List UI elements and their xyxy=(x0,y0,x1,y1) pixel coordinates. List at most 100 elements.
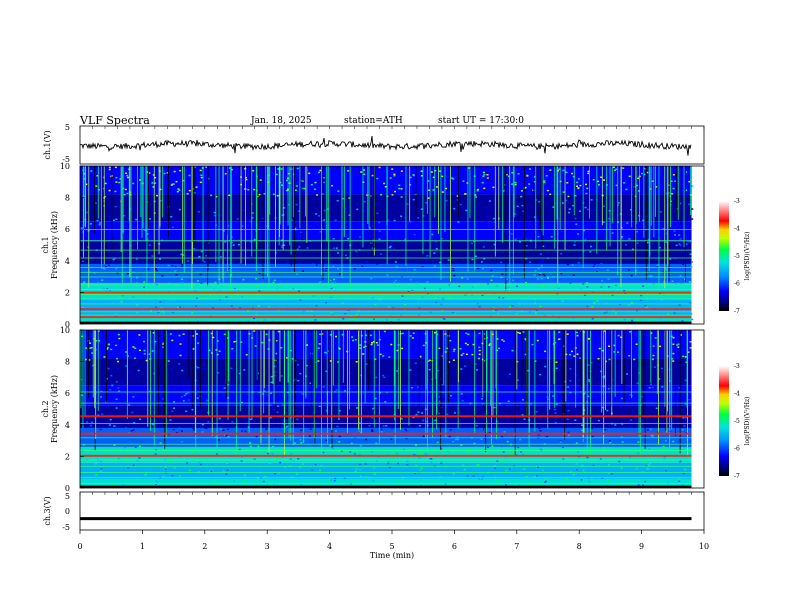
spectrogram-speckle xyxy=(147,227,149,229)
spectrogram-speckle xyxy=(375,430,378,432)
spectrogram-line xyxy=(80,454,692,457)
spectrogram-speckle xyxy=(590,390,593,393)
spectrogram-speckle xyxy=(558,168,561,170)
spectrogram-speckle xyxy=(663,280,666,283)
spectrogram-speckle xyxy=(182,440,185,443)
spectrogram-speckle xyxy=(491,275,494,277)
spectrogram-speckle xyxy=(603,330,606,332)
spectrogram-speckle xyxy=(263,193,266,195)
spectrogram-sferic xyxy=(675,330,676,436)
spectrogram-speckle xyxy=(502,190,505,192)
spectrogram-sferic xyxy=(373,330,375,428)
spectrogram-speckle xyxy=(256,406,259,408)
spectrogram-speckle xyxy=(214,436,217,438)
spectrogram-line xyxy=(80,432,692,435)
spectrogram-speckle xyxy=(665,241,668,243)
spectrogram-speckle xyxy=(597,200,600,203)
spectrogram-speckle xyxy=(115,457,118,459)
spectrogram-speckle xyxy=(569,282,572,284)
spectrogram-speckle xyxy=(397,319,400,321)
spectrogram-speckle xyxy=(435,186,438,188)
spectrogram-speckle xyxy=(582,283,585,285)
spectrogram-speckle xyxy=(95,340,98,342)
spectrogram-speckle xyxy=(567,386,570,388)
spectrogram-speckle xyxy=(350,372,353,375)
spectrogram-speckle xyxy=(125,365,127,367)
spectrogram-speckle xyxy=(239,307,242,309)
spectrogram-speckle xyxy=(246,396,249,398)
spectrogram-speckle xyxy=(305,364,308,367)
spectrogram-speckle xyxy=(535,452,538,454)
spectrogram-speckle xyxy=(154,483,157,485)
spectrogram-sferic xyxy=(606,166,608,251)
spectrogram-speckle xyxy=(86,266,89,268)
spectrogram-speckle xyxy=(169,461,172,464)
spectrogram-sferic xyxy=(526,330,528,420)
spectrogram-speckle xyxy=(227,224,230,227)
spectrogram-speckle xyxy=(687,448,690,450)
spectrogram-speckle xyxy=(371,174,374,177)
spectrogram-speckle xyxy=(286,261,289,264)
spectrogram-speckle xyxy=(635,467,638,470)
spectrogram-speckle xyxy=(412,483,415,486)
spectrogram-speckle xyxy=(555,450,558,452)
spectrogram-line xyxy=(80,291,692,294)
spectrogram-speckle xyxy=(689,302,692,304)
spectrogram-speckle xyxy=(311,469,314,471)
spectrogram-speckle xyxy=(342,318,345,320)
spectrogram-sferic xyxy=(665,330,667,431)
spectrogram-speckle xyxy=(257,289,260,292)
spectrogram-speckle xyxy=(576,181,579,184)
spectrogram-speckle xyxy=(400,188,403,190)
spectrogram-speckle xyxy=(338,348,341,350)
spectrogram-sferic xyxy=(364,330,366,404)
spectrogram-speckle xyxy=(617,202,620,204)
spectrogram-speckle xyxy=(687,226,690,229)
spectrogram-speckle xyxy=(606,269,609,271)
spectrogram-ytick-label: 8 xyxy=(65,358,70,367)
spectrogram-speckle xyxy=(218,298,221,301)
spectrogram-speckle xyxy=(315,264,318,266)
ch1-ytick-bottom: -5 xyxy=(62,155,70,164)
spectrogram-speckle xyxy=(319,469,321,472)
spectrogram-speckle xyxy=(409,369,412,371)
spectrogram-speckle xyxy=(581,373,584,375)
spectrogram-speckle xyxy=(665,440,667,442)
spectrogram-speckle xyxy=(102,187,105,190)
spectrogram-speckle xyxy=(284,448,287,450)
spectrogram-speckle xyxy=(478,210,481,212)
spectrogram-line xyxy=(80,257,692,259)
spectrogram-sferic xyxy=(294,330,296,403)
spectrogram-sferic xyxy=(158,166,160,255)
spectrogram-speckle xyxy=(690,261,693,263)
spectrogram-speckle xyxy=(221,422,224,424)
spectrogram-speckle xyxy=(617,430,619,432)
spectrogram-speckle xyxy=(275,340,278,342)
spectrogram-speckle xyxy=(552,206,555,208)
spectrogram-speckle xyxy=(412,332,415,334)
spectrogram-speckle xyxy=(236,370,239,372)
spectrogram-speckle xyxy=(524,238,527,241)
spectrogram-speckle xyxy=(452,269,455,272)
spectrogram-speckle xyxy=(652,354,655,357)
spectrogram-speckle xyxy=(503,404,506,406)
spectrogram-speckle xyxy=(687,351,690,353)
spectrogram-sferic xyxy=(554,330,556,408)
spectrogram-speckle xyxy=(132,429,135,431)
spectrogram-speckle xyxy=(254,345,257,347)
spectrogram-speckle xyxy=(315,213,318,215)
spectrogram-speckle xyxy=(231,452,234,455)
spectrogram-speckle xyxy=(231,348,234,350)
spectrogram-speckle xyxy=(391,243,394,246)
spectrogram-speckle xyxy=(530,446,533,449)
spectrogram-speckle xyxy=(154,182,157,184)
spectrogram-band xyxy=(80,358,692,386)
spectrogram-speckle xyxy=(395,423,398,426)
spectrogram-speckle xyxy=(607,278,610,280)
spectrogram-speckle xyxy=(86,461,89,463)
spectrogram-speckle xyxy=(197,368,200,370)
spectrogram-speckle xyxy=(181,263,184,265)
spectrogram-speckle xyxy=(414,374,417,376)
spectrogram-speckle xyxy=(464,342,467,345)
spectrogram-speckle xyxy=(337,361,340,363)
